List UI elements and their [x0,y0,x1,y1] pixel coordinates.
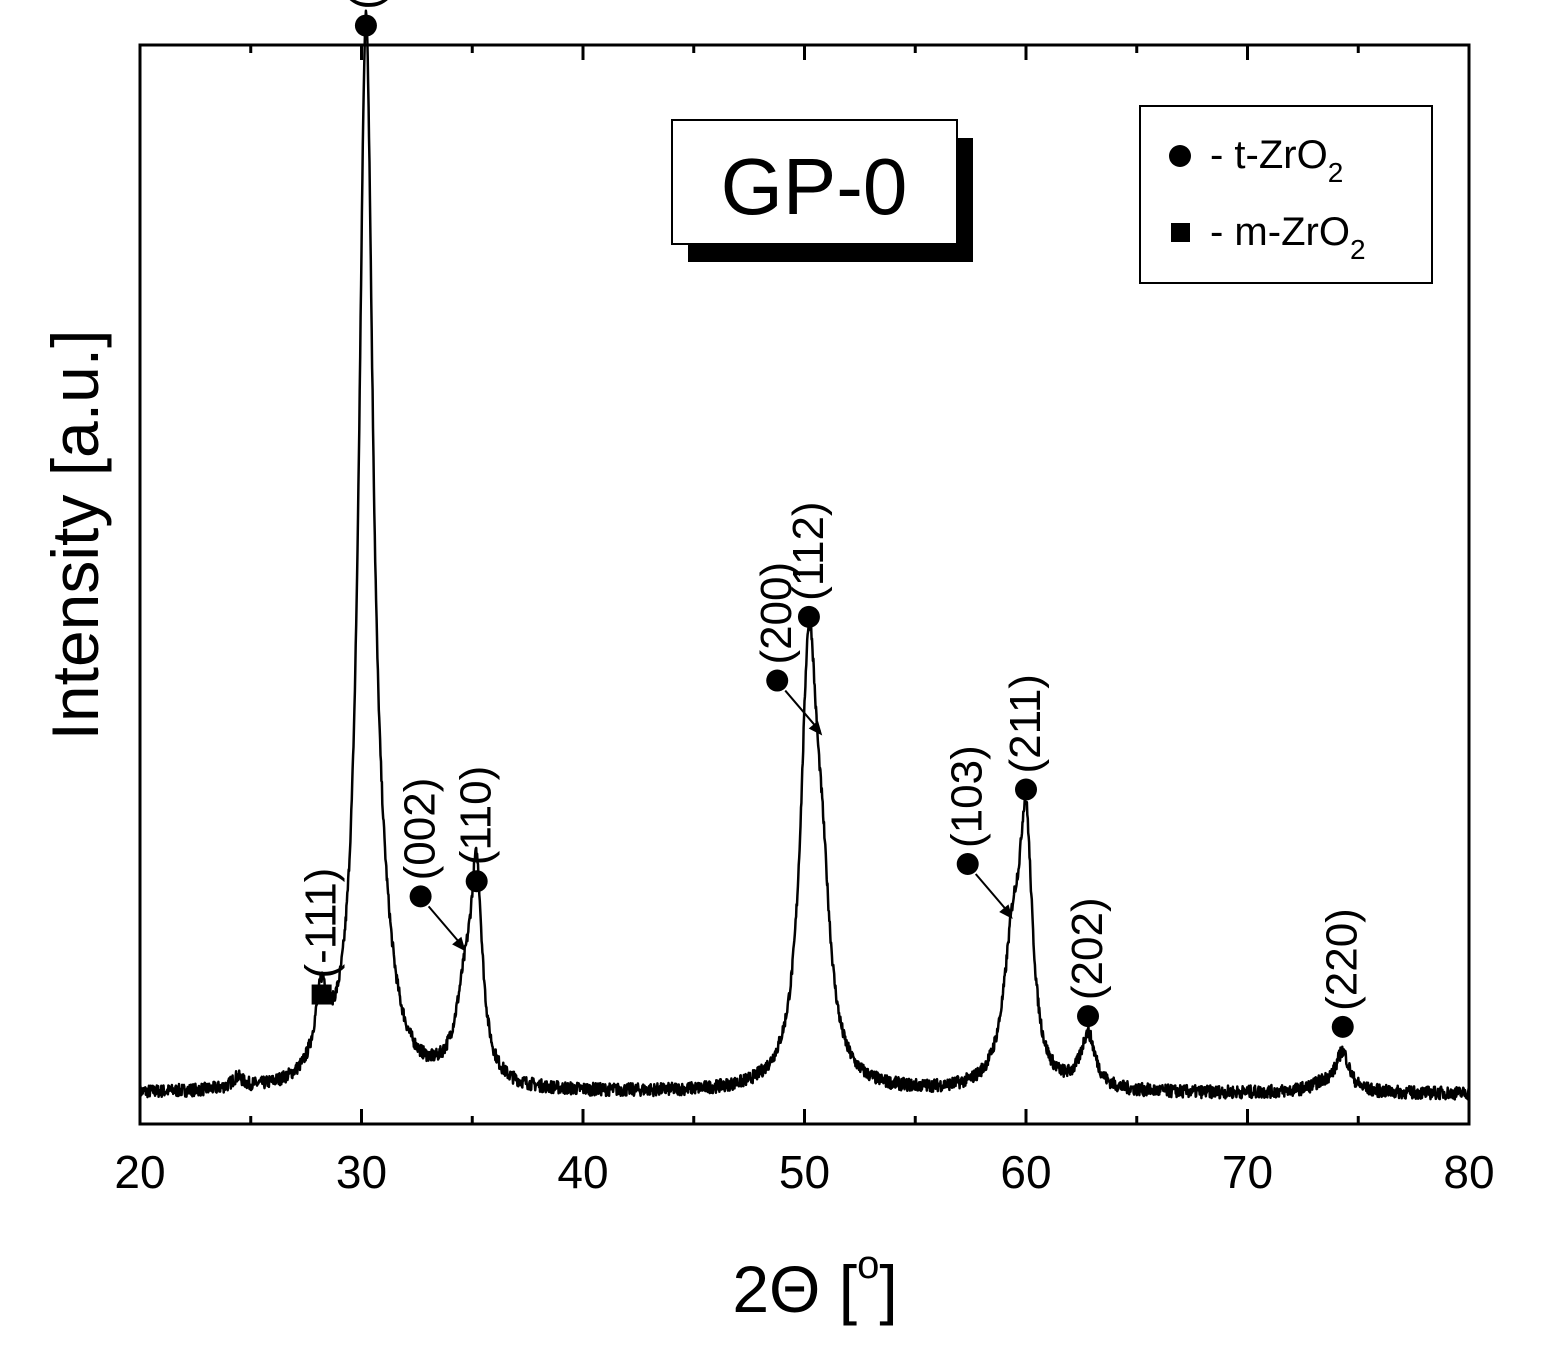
peak-arrow-head [808,720,823,736]
chart-title: GP-0 [721,142,908,231]
peak-arrow-head [999,904,1013,919]
x-tick-label: 50 [779,1146,830,1198]
series-layer [138,9,1471,1101]
x-axis-label: 2Θ [o] [732,1243,897,1326]
peak-label: (202) [1063,897,1112,1000]
legend-label-t-zro2: - t-ZrO2 [1210,133,1343,188]
annotation-layer: (-111) (101) (002)(110) (112)(200) (103)(211… [297,0,1367,1038]
peak-marker-t-zro2 [956,852,979,875]
x-tick-label: 80 [1443,1146,1494,1198]
peak-marker-t-zro2 [354,14,377,37]
x-tick-label: 40 [557,1146,608,1198]
x-tick-label: 60 [1000,1146,1051,1198]
peak-marker-t-zro2 [465,870,488,893]
legend: - t-ZrO2 - m-ZrO2 [1139,105,1433,284]
peak-marker-t-zro2 [797,605,820,628]
title-box [671,119,958,245]
peak-marker-t-zro2 [766,669,789,692]
peak-arrow-head [452,936,466,952]
peak-marker-t-zro2 [1077,1005,1100,1028]
peak-label: (200) [752,562,801,665]
peak-label: (101) [341,0,390,10]
peak-marker-m-zro2 [311,984,332,1005]
x-tick-label: 70 [1222,1146,1273,1198]
peak-label: (110) [452,766,501,865]
peak-label: (103) [943,745,992,848]
x-tick-label: 30 [336,1146,387,1198]
y-axis-label: Intensity [a.u.] [38,330,112,741]
legend-label-m-zro2: - m-ZrO2 [1210,210,1366,265]
peak-label: (220) [1318,908,1367,1011]
peak-label: (211) [1001,674,1050,773]
peak-marker-t-zro2 [1015,778,1037,801]
series-line-0 [138,9,1471,1101]
legend-box [1139,105,1433,284]
chart-title-box: GP-0 [671,119,973,262]
axes-layer: 20 30 40 50 60 70 80 [114,45,1495,1198]
peak-label: (112) [784,501,833,600]
peak-label: (-111) [297,868,346,979]
peak-label: (002) [396,778,445,881]
legend-marker-square [1171,223,1190,242]
legend-marker-circle [1169,145,1191,167]
peak-marker-t-zro2 [409,885,432,908]
x-tick-label: 20 [114,1146,165,1198]
peak-marker-t-zro2 [1331,1015,1354,1038]
